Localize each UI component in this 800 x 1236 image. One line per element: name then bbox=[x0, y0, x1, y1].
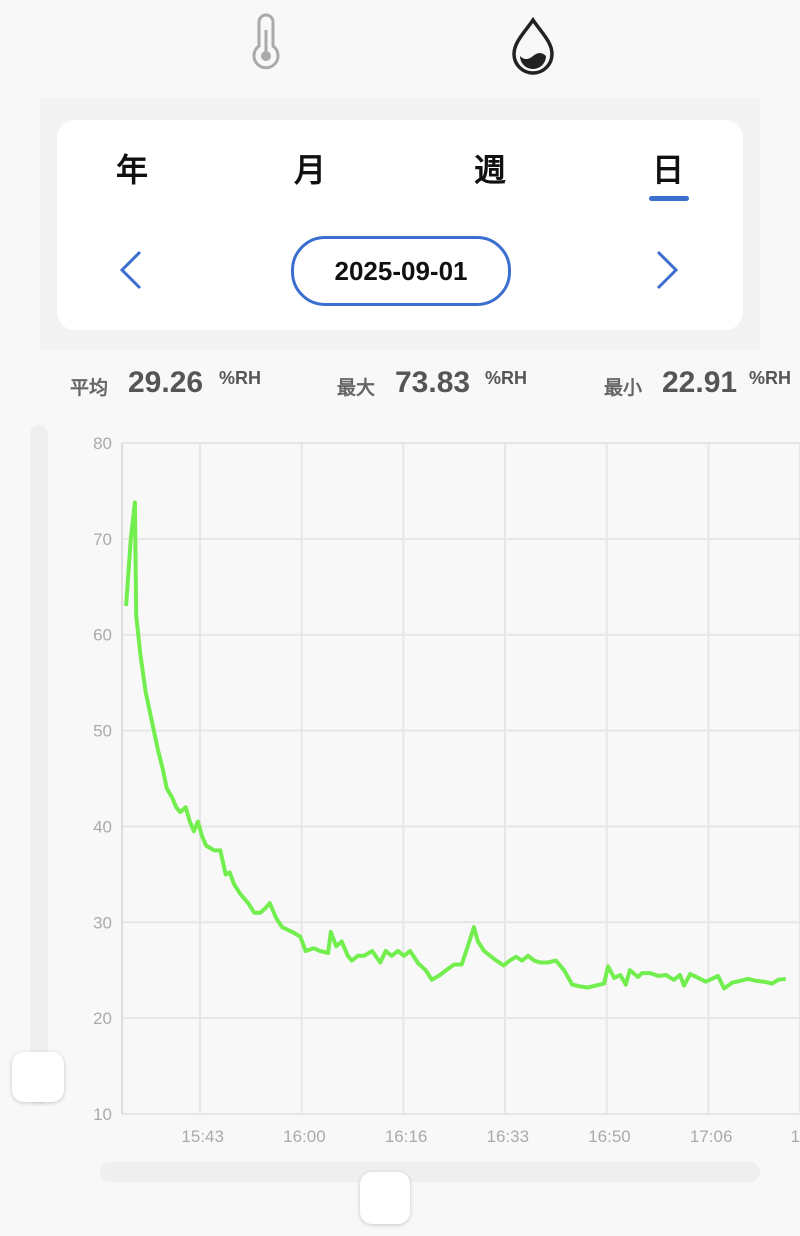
tab-day[interactable]: 日 bbox=[651, 151, 684, 189]
stat-label: 最大 bbox=[337, 377, 376, 399]
vertical-slider-track bbox=[30, 425, 48, 1105]
stat-label: 平均 bbox=[70, 377, 109, 399]
tab-month[interactable]: 月 bbox=[293, 151, 326, 189]
y-tick-label: 20 bbox=[93, 1009, 112, 1028]
next-button[interactable] bbox=[648, 248, 688, 294]
prev-button[interactable] bbox=[110, 248, 150, 294]
x-tick-label: 1 bbox=[791, 1127, 800, 1146]
humidity-icon[interactable] bbox=[512, 16, 554, 75]
temperature-icon[interactable] bbox=[252, 13, 280, 70]
x-tick-label: 16:50 bbox=[588, 1127, 631, 1146]
x-tick-label: 16:33 bbox=[487, 1127, 530, 1146]
data-line bbox=[124, 500, 787, 991]
tab-underline bbox=[649, 196, 689, 201]
tab-week[interactable]: 週 bbox=[473, 151, 506, 189]
y-tick-label: 60 bbox=[93, 626, 112, 645]
chart: 10 20 30 40 50 60 70 80 15:43 16:00 16:16 16:33 16:5… bbox=[93, 434, 800, 1146]
y-tick-label: 50 bbox=[93, 722, 112, 741]
y-tick-label: 80 bbox=[93, 434, 112, 453]
x-tick-label: 17:06 bbox=[690, 1127, 733, 1146]
date-picker[interactable]: 2025-09-01 bbox=[291, 236, 511, 306]
tab-year[interactable]: 年 bbox=[115, 151, 148, 189]
stat-value: 29.26 bbox=[128, 366, 204, 399]
stat-label: 最小 bbox=[604, 377, 643, 399]
stat-unit: %RH bbox=[219, 368, 262, 388]
x-tick-label: 16:00 bbox=[283, 1127, 326, 1146]
y-tick-label: 30 bbox=[93, 913, 112, 932]
stat-unit: %RH bbox=[485, 368, 528, 388]
icon-bar bbox=[252, 13, 554, 75]
y-tick-label: 70 bbox=[93, 530, 112, 549]
horizontal-slider-track bbox=[100, 1162, 760, 1182]
vertical-slider-knob[interactable] bbox=[12, 1052, 64, 1102]
stat-unit: %RH bbox=[749, 368, 792, 388]
stat-value: 22.91 bbox=[662, 366, 738, 399]
x-tick-label: 16:16 bbox=[385, 1127, 428, 1146]
horizontal-slider-knob[interactable] bbox=[360, 1172, 410, 1224]
x-tick-label: 15:43 bbox=[181, 1127, 224, 1146]
stat-value: 73.83 bbox=[395, 366, 471, 399]
y-tick-label: 40 bbox=[93, 817, 112, 836]
y-tick-label: 10 bbox=[93, 1105, 112, 1124]
